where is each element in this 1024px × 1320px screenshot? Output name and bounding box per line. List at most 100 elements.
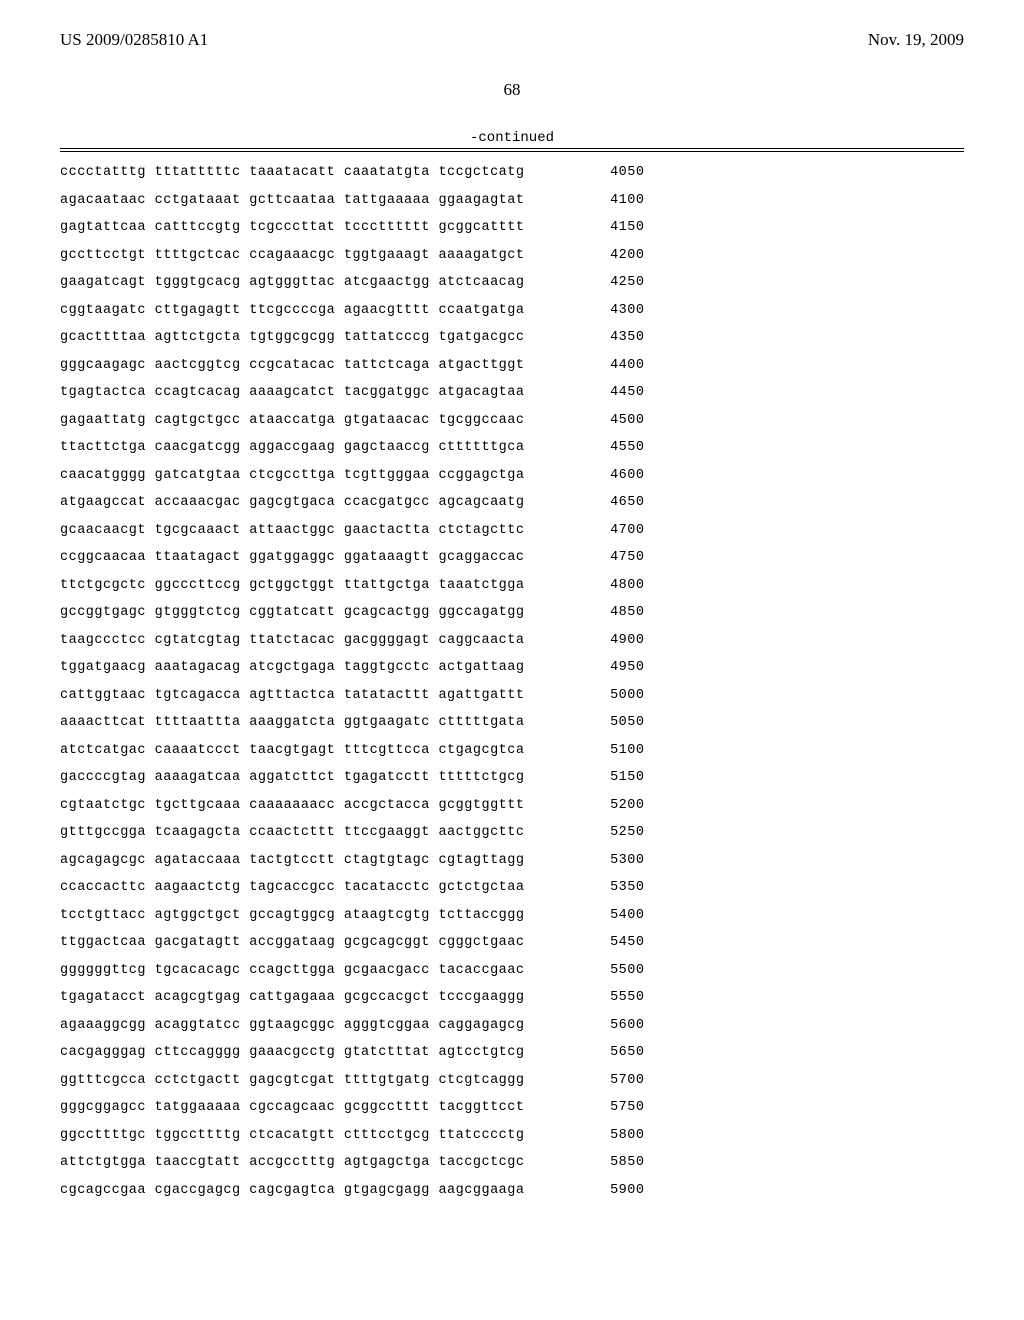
sequence-position: 5650 xyxy=(564,1046,644,1060)
sequence-row: ggccttttgc tggccttttg ctcacatgtt ctttcct… xyxy=(60,1129,964,1143)
sequence-position: 4550 xyxy=(564,441,644,455)
sequence-groups: cacgagggag cttccagggg gaaacgcctg gtatctt… xyxy=(60,1046,524,1060)
sequence-position: 5050 xyxy=(564,716,644,730)
sequence-row: taagccctcc cgtatcgtag ttatctacac gacgggg… xyxy=(60,634,964,648)
sequence-groups: gaccccgtag aaaagatcaa aggatcttct tgagatc… xyxy=(60,771,524,785)
sequence-position: 5350 xyxy=(564,881,644,895)
sequence-row: agaaaggcgg acaggtatcc ggtaagcggc agggtcg… xyxy=(60,1019,964,1033)
sequence-row: gagaattatg cagtgctgcc ataaccatga gtgataa… xyxy=(60,414,964,428)
sequence-groups: attctgtgga taaccgtatt accgcctttg agtgagc… xyxy=(60,1156,524,1170)
page-number: 68 xyxy=(60,80,964,100)
sequence-row: ggtttcgcca cctctgactt gagcgtcgat ttttgtg… xyxy=(60,1074,964,1088)
sequence-groups: atgaagccat accaaacgac gagcgtgaca ccacgat… xyxy=(60,496,524,510)
sequence-position: 5850 xyxy=(564,1156,644,1170)
sequence-row: gaccccgtag aaaagatcaa aggatcttct tgagatc… xyxy=(60,771,964,785)
sequence-groups: gagaattatg cagtgctgcc ataaccatga gtgataa… xyxy=(60,414,524,428)
sequence-position: 5450 xyxy=(564,936,644,950)
sequence-groups: gtttgccgga tcaagagcta ccaactcttt ttccgaa… xyxy=(60,826,524,840)
sequence-row: cggtaagatc cttgagagtt ttcgccccga agaacgt… xyxy=(60,304,964,318)
page-container: US 2009/0285810 A1 Nov. 19, 2009 68 -con… xyxy=(0,0,1024,1251)
sequence-position: 4050 xyxy=(564,166,644,180)
sequence-row: cccctatttg tttatttttc taaatacatt caaatat… xyxy=(60,166,964,180)
sequence-position: 5250 xyxy=(564,826,644,840)
sequence-groups: gccttcctgt ttttgctcac ccagaaacgc tggtgaa… xyxy=(60,249,524,263)
sequence-position: 5800 xyxy=(564,1129,644,1143)
sequence-row: atgaagccat accaaacgac gagcgtgaca ccacgat… xyxy=(60,496,964,510)
sequence-groups: tcctgttacc agtggctgct gccagtggcg ataagtc… xyxy=(60,909,524,923)
sequence-position: 5100 xyxy=(564,744,644,758)
sequence-row: cacgagggag cttccagggg gaaacgcctg gtatctt… xyxy=(60,1046,964,1060)
sequence-position: 5600 xyxy=(564,1019,644,1033)
sequence-row: gagtattcaa catttccgtg tcgcccttat tcccttt… xyxy=(60,221,964,235)
sequence-row: ccaccacttc aagaactctg tagcaccgcc tacatac… xyxy=(60,881,964,895)
sequence-groups: ttacttctga caacgatcgg aggaccgaag gagctaa… xyxy=(60,441,524,455)
sequence-position: 4200 xyxy=(564,249,644,263)
sequence-position: 4150 xyxy=(564,221,644,235)
sequence-position: 4800 xyxy=(564,579,644,593)
sequence-position: 4650 xyxy=(564,496,644,510)
sequence-groups: cccctatttg tttatttttc taaatacatt caaatat… xyxy=(60,166,524,180)
sequence-position: 4950 xyxy=(564,661,644,675)
sequence-groups: gcacttttaa agttctgcta tgtggcgcgg tattatc… xyxy=(60,331,524,345)
sequence-groups: agaaaggcgg acaggtatcc ggtaagcggc agggtcg… xyxy=(60,1019,524,1033)
sequence-position: 5700 xyxy=(564,1074,644,1088)
header-right: Nov. 19, 2009 xyxy=(868,30,964,50)
sequence-position: 4350 xyxy=(564,331,644,345)
sequence-row: gcaacaacgt tgcgcaaact attaactggc gaactac… xyxy=(60,524,964,538)
sequence-position: 4900 xyxy=(564,634,644,648)
rule-thin xyxy=(60,151,964,152)
sequence-row: ttacttctga caacgatcgg aggaccgaag gagctaa… xyxy=(60,441,964,455)
sequence-row: gggcaagagc aactcggtcg ccgcatacac tattctc… xyxy=(60,359,964,373)
sequence-groups: tggatgaacg aaatagacag atcgctgaga taggtgc… xyxy=(60,661,524,675)
sequence-groups: taagccctcc cgtatcgtag ttatctacac gacgggg… xyxy=(60,634,524,648)
sequence-row: tcctgttacc agtggctgct gccagtggcg ataagtc… xyxy=(60,909,964,923)
sequence-row: gtttgccgga tcaagagcta ccaactcttt ttccgaa… xyxy=(60,826,964,840)
sequence-groups: gggcggagcc tatggaaaaa cgccagcaac gcggcct… xyxy=(60,1101,524,1115)
sequence-groups: ggggggttcg tgcacacagc ccagcttgga gcgaacg… xyxy=(60,964,524,978)
sequence-row: attctgtgga taaccgtatt accgcctttg agtgagc… xyxy=(60,1156,964,1170)
sequence-groups: cattggtaac tgtcagacca agtttactca tatatac… xyxy=(60,689,524,703)
sequence-groups: ttctgcgctc ggcccttccg gctggctggt ttattgc… xyxy=(60,579,524,593)
sequence-position: 5400 xyxy=(564,909,644,923)
continued-label: -continued xyxy=(60,130,964,146)
sequence-row: cgtaatctgc tgcttgcaaa caaaaaaacc accgcta… xyxy=(60,799,964,813)
sequence-groups: agcagagcgc agataccaaa tactgtcctt ctagtgt… xyxy=(60,854,524,868)
sequence-row: aaaacttcat ttttaattta aaaggatcta ggtgaag… xyxy=(60,716,964,730)
sequence-row: ttctgcgctc ggcccttccg gctggctggt ttattgc… xyxy=(60,579,964,593)
sequence-position: 4750 xyxy=(564,551,644,565)
sequence-row: tggatgaacg aaatagacag atcgctgaga taggtgc… xyxy=(60,661,964,675)
sequence-position: 4250 xyxy=(564,276,644,290)
sequence-row: gcacttttaa agttctgcta tgtggcgcgg tattatc… xyxy=(60,331,964,345)
sequence-groups: agacaataac cctgataaat gcttcaataa tattgaa… xyxy=(60,194,524,208)
sequence-groups: gccggtgagc gtgggtctcg cggtatcatt gcagcac… xyxy=(60,606,524,620)
sequence-position: 4450 xyxy=(564,386,644,400)
sequence-groups: aaaacttcat ttttaattta aaaggatcta ggtgaag… xyxy=(60,716,524,730)
sequence-groups: ccggcaacaa ttaatagact ggatggaggc ggataaa… xyxy=(60,551,524,565)
sequence-row: tgagtactca ccagtcacag aaaagcatct tacggat… xyxy=(60,386,964,400)
sequence-position: 5900 xyxy=(564,1184,644,1198)
sequence-row: gggcggagcc tatggaaaaa cgccagcaac gcggcct… xyxy=(60,1101,964,1115)
sequence-groups: cgtaatctgc tgcttgcaaa caaaaaaacc accgcta… xyxy=(60,799,524,813)
sequence-position: 5200 xyxy=(564,799,644,813)
sequence-row: gccttcctgt ttttgctcac ccagaaacgc tggtgaa… xyxy=(60,249,964,263)
sequence-position: 4600 xyxy=(564,469,644,483)
sequence-position: 5150 xyxy=(564,771,644,785)
sequence-position: 5300 xyxy=(564,854,644,868)
sequence-groups: caacatgggg gatcatgtaa ctcgccttga tcgttgg… xyxy=(60,469,524,483)
sequence-groups: gagtattcaa catttccgtg tcgcccttat tcccttt… xyxy=(60,221,524,235)
sequence-row: ggggggttcg tgcacacagc ccagcttgga gcgaacg… xyxy=(60,964,964,978)
sequence-groups: tgagatacct acagcgtgag cattgagaaa gcgccac… xyxy=(60,991,524,1005)
sequence-row: cgcagccgaa cgaccgagcg cagcgagtca gtgagcg… xyxy=(60,1184,964,1198)
sequence-row: gccggtgagc gtgggtctcg cggtatcatt gcagcac… xyxy=(60,606,964,620)
header-left: US 2009/0285810 A1 xyxy=(60,30,208,50)
sequence-groups: ttggactcaa gacgatagtt accggataag gcgcagc… xyxy=(60,936,524,950)
sequence-groups: cgcagccgaa cgaccgagcg cagcgagtca gtgagcg… xyxy=(60,1184,524,1198)
sequence-row: ccggcaacaa ttaatagact ggatggaggc ggataaa… xyxy=(60,551,964,565)
sequence-groups: gaagatcagt tgggtgcacg agtgggttac atcgaac… xyxy=(60,276,524,290)
sequence-groups: tgagtactca ccagtcacag aaaagcatct tacggat… xyxy=(60,386,524,400)
sequence-row: agacaataac cctgataaat gcttcaataa tattgaa… xyxy=(60,194,964,208)
page-header: US 2009/0285810 A1 Nov. 19, 2009 xyxy=(60,30,964,50)
sequence-row: gaagatcagt tgggtgcacg agtgggttac atcgaac… xyxy=(60,276,964,290)
sequence-position: 5500 xyxy=(564,964,644,978)
sequence-groups: gggcaagagc aactcggtcg ccgcatacac tattctc… xyxy=(60,359,524,373)
